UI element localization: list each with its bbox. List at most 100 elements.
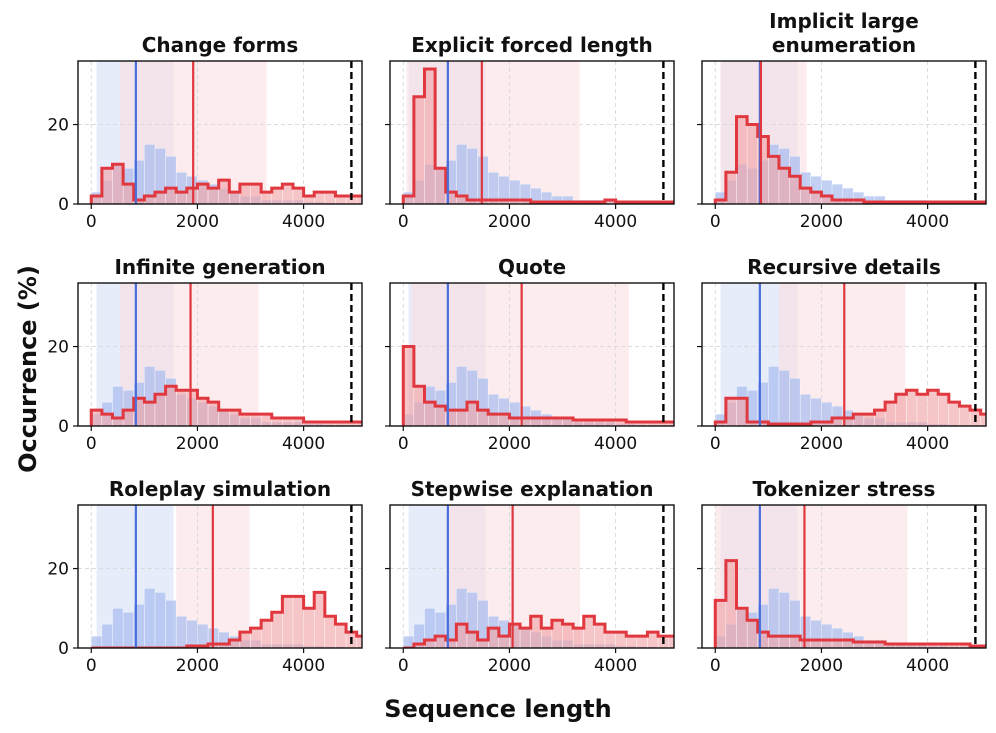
x-tick-label: 4000 xyxy=(594,434,637,454)
axes-frame xyxy=(77,60,363,205)
category-bar xyxy=(197,183,209,204)
plot-area xyxy=(702,61,986,204)
category-bar xyxy=(626,635,638,648)
panel-0: 0 2000 4000 0 20 Change forms xyxy=(47,33,363,232)
category-bar xyxy=(314,191,326,204)
category-bar xyxy=(186,390,198,426)
category-bar xyxy=(725,172,737,204)
y-tick-label: 0 xyxy=(58,639,69,659)
category-bar xyxy=(229,191,241,204)
x-axis-label: Sequence length xyxy=(384,695,611,723)
category-bar xyxy=(884,401,896,426)
category-bar xyxy=(778,635,790,648)
category-step-line xyxy=(401,67,674,204)
category-bar xyxy=(122,183,134,204)
reference-bar xyxy=(165,600,177,648)
category-bar xyxy=(615,631,627,648)
category-bar xyxy=(229,409,241,426)
category-bar xyxy=(176,390,188,426)
category-bar xyxy=(324,616,336,648)
category-bar xyxy=(736,397,748,426)
category-bar xyxy=(789,175,801,204)
panel-title: Change forms xyxy=(142,33,299,57)
x-tick-label: 0 xyxy=(398,656,409,676)
panel-title: Roleplay simulation xyxy=(109,477,331,501)
category-bar xyxy=(165,187,177,204)
category-bar xyxy=(271,612,283,648)
category-bar xyxy=(165,386,177,426)
category-bar xyxy=(239,631,251,648)
category-bar xyxy=(456,623,468,648)
category-bar xyxy=(292,187,304,204)
category-bar xyxy=(604,631,616,648)
y-tick-label: 0 xyxy=(58,417,69,437)
category-bar xyxy=(250,627,262,648)
category-bar xyxy=(541,627,553,648)
category-bar xyxy=(154,394,166,426)
y-tick-label: 20 xyxy=(47,560,69,580)
category-step-line xyxy=(89,162,362,204)
category-bar xyxy=(810,191,822,204)
x-tick-label: 0 xyxy=(86,656,97,676)
category-bar xyxy=(303,608,315,648)
category-bar xyxy=(938,394,950,426)
panel-3: 0 2000 4000 0 20 Infinite generation xyxy=(47,255,363,454)
reference-bar xyxy=(91,635,103,648)
reference-bar xyxy=(768,366,780,426)
category-bar xyxy=(768,156,780,204)
category-bar xyxy=(853,413,865,426)
x-tick-label: 4000 xyxy=(282,212,325,232)
category-bar xyxy=(679,636,690,648)
category-bar xyxy=(324,191,336,204)
category-bar xyxy=(991,646,996,648)
reference-bar xyxy=(144,588,156,648)
y-tick-label: 0 xyxy=(58,195,69,215)
panel-7: 0 2000 4000 Stepwise explanation xyxy=(385,477,690,676)
panel-4: 0 2000 4000 Quote xyxy=(385,255,690,454)
x-tick-label: 0 xyxy=(86,434,97,454)
axes-frame xyxy=(77,282,363,427)
axes-frame xyxy=(701,282,987,427)
category-bar xyxy=(980,413,986,426)
category-bar xyxy=(335,623,347,648)
category-bar xyxy=(466,401,478,426)
category-bar xyxy=(424,401,436,426)
category-step-line xyxy=(713,388,986,426)
category-bar xyxy=(488,413,500,426)
category-bar xyxy=(356,195,362,204)
x-tick-label: 2000 xyxy=(800,434,843,454)
category-bar xyxy=(679,422,690,426)
category-bar xyxy=(863,413,875,426)
x-tick-label: 4000 xyxy=(906,212,949,232)
x-tick-label: 4000 xyxy=(282,656,325,676)
x-tick-label: 2000 xyxy=(800,212,843,232)
category-bar xyxy=(551,619,563,648)
category-bar xyxy=(282,596,294,648)
x-tick-label: 2000 xyxy=(488,434,531,454)
category-bar xyxy=(959,405,971,426)
panel-title: Infinite generation xyxy=(114,255,325,279)
panel-title: Quote xyxy=(498,255,566,279)
category-bar xyxy=(572,627,584,648)
reference-bar xyxy=(403,635,415,648)
axes-frame xyxy=(389,504,675,649)
category-bar xyxy=(789,635,801,648)
category-bar xyxy=(197,397,209,426)
category-bar xyxy=(948,401,960,426)
axes-frame xyxy=(77,504,363,649)
x-tick-label: 2000 xyxy=(176,434,219,454)
category-bar xyxy=(647,631,659,648)
panel-title-line2: enumeration xyxy=(772,33,916,57)
reference-bar xyxy=(789,378,801,426)
axes-frame xyxy=(701,504,987,649)
category-bar xyxy=(314,592,326,648)
x-tick-label: 4000 xyxy=(282,434,325,454)
category-bar xyxy=(736,116,748,204)
category-bar xyxy=(927,390,939,426)
category-bar xyxy=(679,202,690,204)
reference-bar xyxy=(197,623,209,648)
plot-area xyxy=(390,61,690,204)
category-bar xyxy=(800,187,812,204)
panel-8: 0 2000 4000 Tokenizer stress xyxy=(697,477,996,676)
